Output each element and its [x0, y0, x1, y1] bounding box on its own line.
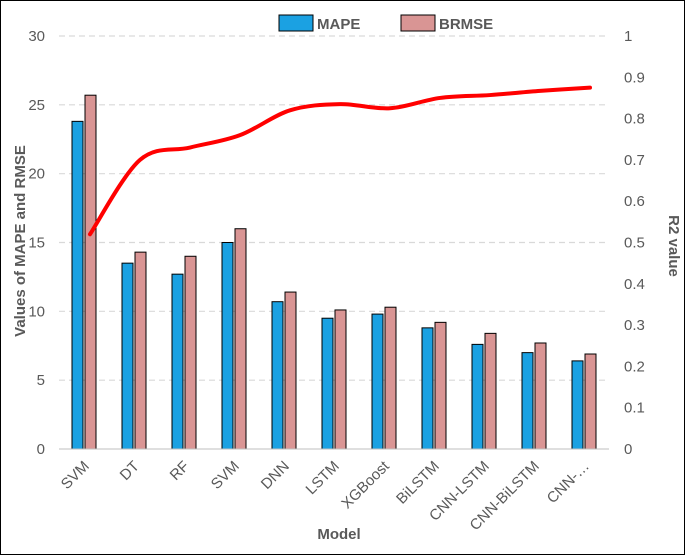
- y-tick-label: 30: [28, 28, 45, 45]
- bar-brmse: [334, 309, 347, 450]
- x-tick-label: LSTM: [303, 458, 343, 498]
- x-tick-label: RF: [167, 458, 193, 484]
- y2-axis-title: R2 value: [665, 215, 682, 277]
- y2-tick-label: 0.9: [624, 69, 645, 86]
- x-tick-label: XGBoost: [338, 457, 393, 512]
- bar-mape: [121, 262, 134, 450]
- y2-tick-label: 1: [624, 28, 632, 45]
- y-tick-label: 0: [37, 441, 45, 458]
- bar-mape: [171, 273, 184, 450]
- y2-tick-label: 0.3: [624, 317, 645, 334]
- y2-tick-label: 0: [624, 441, 632, 458]
- bar-mape: [321, 317, 334, 450]
- bar-brmse: [284, 291, 297, 450]
- x-tick-label: DNN: [258, 458, 293, 493]
- bar-mape: [521, 352, 534, 450]
- y2-tick-label: 0.6: [624, 193, 645, 210]
- y2-tick-label: 0.4: [624, 276, 645, 293]
- r2-line: [88, 85, 592, 237]
- bar-brmse: [584, 353, 597, 450]
- legend: MAPE BRMSE: [278, 14, 493, 33]
- bar-brmse: [184, 255, 197, 450]
- x-tick-label: SVM: [208, 458, 243, 493]
- bar-mape: [271, 301, 284, 450]
- y2-tick-label: 0.2: [624, 358, 645, 375]
- x-tick-label: DT: [117, 458, 143, 484]
- bar-brmse: [84, 94, 97, 450]
- y2-tick-label: 0.5: [624, 235, 645, 252]
- y-tick-label: 10: [28, 303, 45, 320]
- x-tick-label: BiLSTM: [393, 458, 443, 508]
- y-tick-label: 5: [37, 372, 45, 389]
- bar-brmse: [134, 251, 147, 450]
- bar-mape: [221, 242, 234, 450]
- bar-mape: [471, 343, 484, 450]
- bar-brmse: [534, 342, 547, 450]
- x-tick-label: SVM: [58, 458, 93, 493]
- y2-tick-label: 0.7: [624, 152, 645, 169]
- legend-swatch-brmse: [400, 14, 436, 32]
- r2-line-group: [88, 85, 592, 237]
- bar-mape: [421, 327, 434, 450]
- y-tick-label: 20: [28, 166, 45, 183]
- bar-brmse: [434, 321, 447, 450]
- y-axis-title: Values of MAPE and RMSE: [12, 145, 29, 337]
- bar-brmse: [234, 228, 247, 450]
- legend-label-mape: MAPE: [317, 16, 360, 33]
- legend-label-brmse: BRMSE: [439, 16, 493, 33]
- y-tick-label: 15: [28, 235, 45, 252]
- bars-group: [71, 94, 597, 450]
- x-tick-label: CNN-…: [544, 458, 593, 507]
- bar-mape: [371, 313, 384, 450]
- x-axis-title: Model: [317, 526, 360, 543]
- y-tick-label: 25: [28, 97, 45, 114]
- y2-tick-label: 0.8: [624, 111, 645, 128]
- bar-brmse: [384, 306, 397, 450]
- bar-brmse: [484, 332, 497, 450]
- bar-mape: [71, 120, 84, 450]
- y2-tick-label: 0.1: [624, 400, 645, 417]
- bar-mape: [571, 360, 584, 450]
- legend-swatch-mape: [278, 14, 314, 32]
